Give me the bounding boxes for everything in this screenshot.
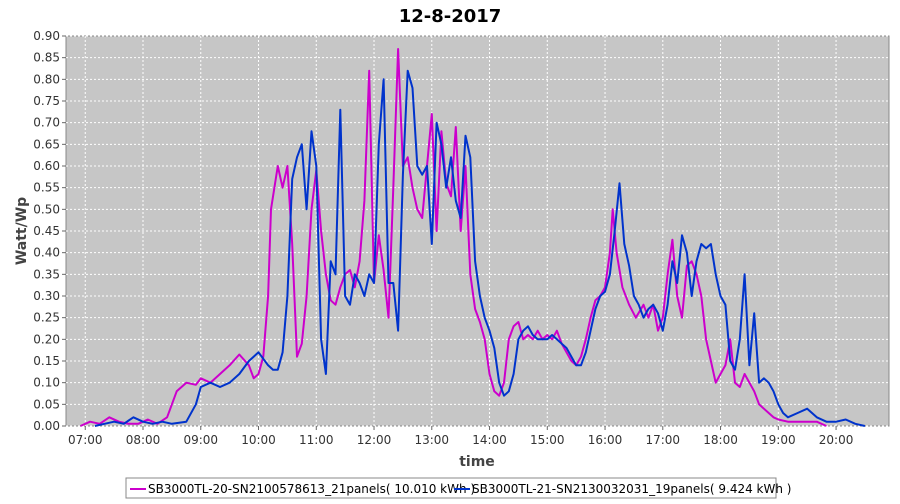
legend: SB3000TL-20-SN2100578613_21panels( 10.01… <box>125 477 791 499</box>
x-tick-label: 14:00 <box>472 433 507 447</box>
y-tick-label: 0.60 <box>33 159 60 173</box>
x-tick-label: 09:00 <box>183 433 218 447</box>
y-tick-label: 0.30 <box>33 289 60 303</box>
y-tick-label: 0.10 <box>33 376 60 390</box>
x-tick-label: 12:00 <box>357 433 392 447</box>
x-axis-label: time <box>459 454 495 470</box>
chart-title: 12-8-2017 <box>399 6 502 27</box>
y-axis-ticks: 0.00 0.05 0.10 0.15 0.20 0.25 0.30 0.35 0.40 0.45… <box>33 29 66 433</box>
series-lines <box>79 48 866 427</box>
x-tick-label: 18:00 <box>703 433 738 447</box>
legend-box <box>125 477 777 499</box>
y-tick-label: 0.65 <box>33 137 60 151</box>
y-tick-label: 0.40 <box>33 246 60 260</box>
y-tick-label: 0.35 <box>33 267 60 281</box>
x-tick-label: 13:00 <box>414 433 449 447</box>
y-tick-label: 0.00 <box>33 419 60 433</box>
legend-label-series-1: SB3000TL-20-SN2100578613_21panels( 10.01… <box>148 482 475 496</box>
y-tick-label: 0.45 <box>33 224 60 238</box>
y-tick-label: 0.75 <box>33 94 60 108</box>
series-line-2 <box>94 69 866 427</box>
series-line-1 <box>79 48 827 427</box>
gridlines <box>66 35 889 427</box>
y-tick-label: 0.25 <box>33 311 60 325</box>
x-tick-label: 19:00 <box>761 433 796 447</box>
x-tick-label: 08:00 <box>126 433 161 447</box>
y-tick-label: 0.90 <box>33 29 60 43</box>
y-tick-label: 0.15 <box>33 354 60 368</box>
y-tick-label: 0.70 <box>33 116 60 130</box>
x-tick-label: 11:00 <box>299 433 334 447</box>
x-tick-label: 17:00 <box>645 433 680 447</box>
plot-area <box>65 35 890 427</box>
x-tick-label: 07:00 <box>68 433 103 447</box>
y-tick-label: 0.05 <box>33 397 60 411</box>
y-axis-label: Watt/Wp <box>14 197 30 265</box>
y-tick-label: 0.20 <box>33 332 60 346</box>
y-tick-label: 0.85 <box>33 51 60 65</box>
x-tick-label: 15:00 <box>530 433 565 447</box>
x-tick-label: 20:00 <box>819 433 854 447</box>
legend-label-series-2: SB3000TL-21-SN2130032031_19panels( 9.424… <box>472 482 791 496</box>
y-tick-label: 0.80 <box>33 72 60 86</box>
y-tick-label: 0.55 <box>33 181 60 195</box>
y-tick-label: 0.50 <box>33 202 60 216</box>
x-tick-label: 16:00 <box>588 433 623 447</box>
x-axis-ticks: 07:00 08:00 09:00 10:00 11:00 12:00 13:00 14:00… <box>68 426 853 447</box>
x-tick-label: 10:00 <box>241 433 276 447</box>
